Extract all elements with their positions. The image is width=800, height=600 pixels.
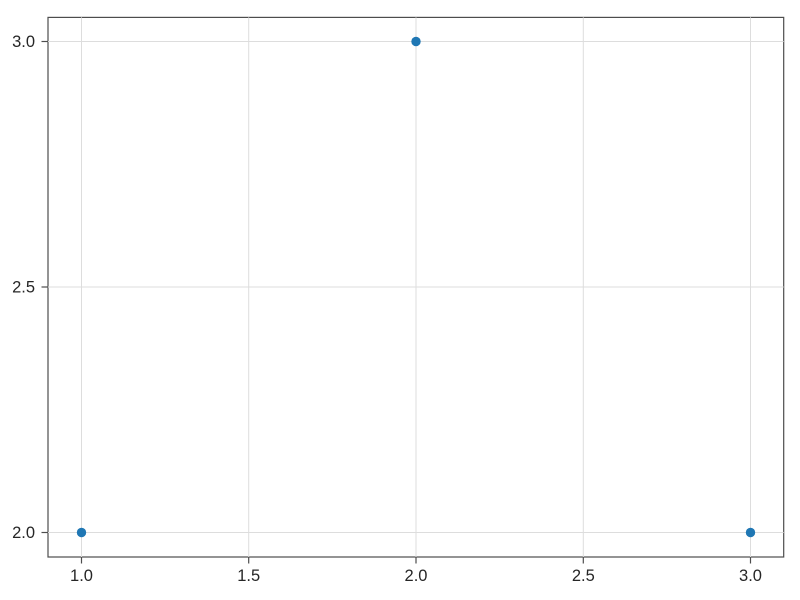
svg-text:2.5: 2.5 — [572, 567, 595, 585]
svg-text:1.0: 1.0 — [70, 567, 93, 585]
svg-text:3.0: 3.0 — [739, 567, 762, 585]
svg-text:1.5: 1.5 — [237, 567, 260, 585]
svg-text:2.0: 2.0 — [405, 567, 428, 585]
svg-text:2.0: 2.0 — [12, 524, 35, 542]
svg-text:3.0: 3.0 — [12, 33, 35, 51]
svg-text:2.5: 2.5 — [12, 279, 35, 297]
